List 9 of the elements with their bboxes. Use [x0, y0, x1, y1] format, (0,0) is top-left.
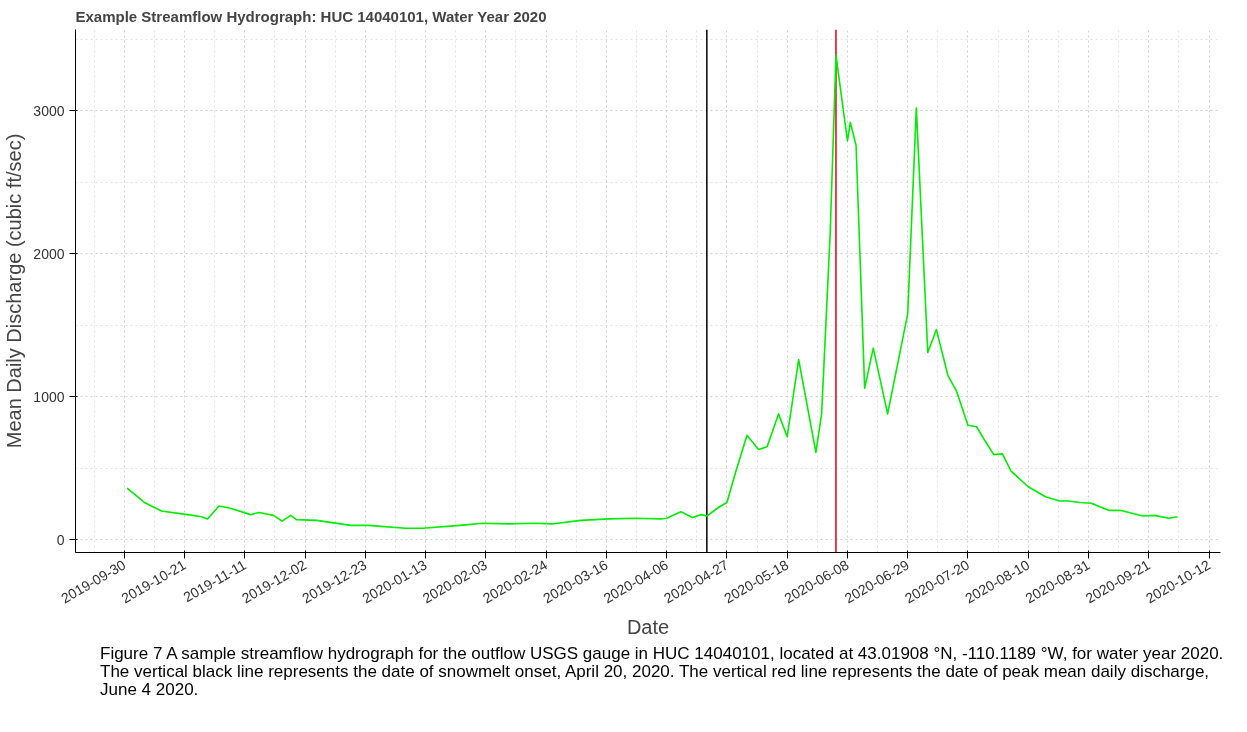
x-axis-title: Date [626, 615, 670, 638]
y-tick-label: 0 [56, 531, 65, 548]
y-tick-label: 2000 [33, 245, 65, 262]
caption: Figure 7 A sample streamflow hydrograph for the outflow USGS gauge in HUC 14040101, located at 43.01908 °N, -110.1189 °W, for water year 2020. The vertical black line represents the date of snowmelt onset, April 20, 2020. The vertical red line represents the date of peak mean daily discharge, June 4 2020. [100, 644, 1225, 699]
chart-title: Example Streamflow Hydrograph: HUC 14040101, Water Year 2020 [75, 7, 547, 25]
y-tick-label: 1000 [33, 388, 65, 405]
y-axis-title: Mean Daily Discharge (cubic ft/sec) [3, 133, 26, 449]
line-series [126, 54, 1179, 530]
y-tick-label: 3000 [33, 102, 65, 119]
